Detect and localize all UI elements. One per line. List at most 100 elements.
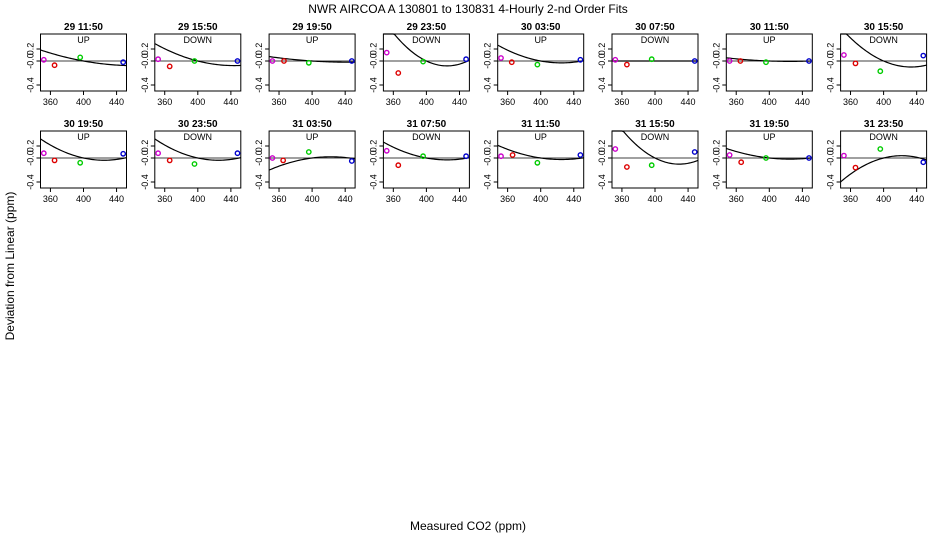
y-tick-label: -0.0 [826,53,836,69]
panel-title: 29 23:50 [407,22,447,33]
y-tick-label: 0.2 [140,43,150,56]
x-tick-label: 360 [500,194,515,204]
x-tick-label: 360 [386,194,401,204]
data-point [852,164,859,171]
y-tick-label: 0.2 [254,140,264,153]
data-point [534,61,541,68]
y-tick-label: 0.2 [483,43,493,56]
panel-title: 31 15:50 [635,119,675,130]
panel-title: 30 03:50 [521,22,561,33]
x-tick-label: 360 [272,97,287,107]
y-tick-label: -0.0 [711,150,721,166]
panel-12: 31 07:50 DOWN 360 400 440 0.2-0.0 -0.4 [368,119,470,204]
panel-direction-label: UP [763,35,776,45]
data-point [120,59,127,66]
y-tick-label: 0.2 [826,140,836,153]
x-tick-label: 440 [338,97,353,107]
data-point [577,56,584,63]
panel-1: 29 11:50 UP 360 400 440 0.2-0.0 -0.4 [26,22,127,107]
y-tick-label: -0.4 [26,77,36,93]
y-tick-label: -0.0 [26,150,36,166]
panel-title: 29 19:50 [292,22,332,33]
data-point [77,159,84,166]
panel-16: 31 23:50 DOWN 360 400 440 0.2-0.0 -0.4 [826,119,928,204]
data-point [348,58,355,64]
y-tick-label: 0.2 [140,140,150,153]
panel-direction-label: UP [306,35,319,45]
x-tick-label: 440 [681,97,696,107]
data-point [234,58,241,64]
data-point [51,62,58,69]
panel-10: 30 23:50 DOWN 360 400 440 0.2-0.0 -0.4 [140,119,242,204]
y-tick-label: -0.4 [26,174,36,190]
x-tick-label: 400 [876,194,891,204]
y-tick-label: 0.2 [26,43,36,56]
y-tick-label: -0.4 [483,174,493,190]
x-tick-label: 400 [190,97,205,107]
data-point [738,159,745,166]
y-tick-label: 0.2 [368,43,378,56]
panel-title: 31 03:50 [292,119,332,130]
y-tick-label: -0.4 [826,174,836,190]
data-point [920,159,927,166]
fit-curve [497,144,584,161]
data-point [726,152,733,158]
data-point [852,60,859,67]
x-tick-label: 440 [681,194,696,204]
panel-3: 29 19:50 UP 360 400 440 0.2-0.0 -0.4 [254,22,356,107]
y-tick-label: 0.2 [826,43,836,56]
x-tick-label: 400 [533,97,548,107]
y-tick-label: -0.0 [483,150,493,166]
panel-direction-label: DOWN [869,132,898,142]
data-point [534,159,541,166]
x-tick-label: 440 [109,194,124,204]
panel-14: 31 15:50 DOWN 360 400 440 0.2-0.0 -0.4 [597,119,699,204]
data-point [281,58,287,64]
data-point [612,146,619,152]
panel-direction-label: DOWN [412,35,441,45]
data-point [348,158,355,164]
data-point [420,153,426,160]
x-tick-label: 400 [419,194,434,204]
data-point [577,152,584,158]
x-tick-label: 400 [419,97,434,107]
x-tick-label: 360 [157,97,172,107]
panel-direction-label: UP [77,132,90,142]
data-point [612,56,619,63]
y-tick-label: -0.4 [140,77,150,93]
fit-curve [726,147,813,160]
panel-direction-label: UP [534,132,547,142]
panel-direction-label: UP [306,132,319,142]
fit-curve [497,44,584,64]
panel-title: 30 23:50 [178,119,218,130]
data-point [841,152,847,159]
x-tick-label: 400 [76,194,91,204]
y-tick-label: -0.4 [597,174,607,190]
data-point [120,150,127,157]
x-tick-label: 400 [305,194,320,204]
data-point [305,149,312,155]
y-tick-label: -0.4 [826,77,836,93]
y-tick-label: -0.4 [368,174,378,190]
data-point [40,56,47,63]
y-tick-label: -0.4 [140,174,150,190]
fit-curve [383,141,470,161]
data-point [763,155,769,161]
panel-direction-label: DOWN [641,35,670,45]
data-point [691,149,698,155]
x-tick-label: 440 [223,194,238,204]
panel-title: 31 19:50 [750,119,790,130]
panel-9: 30 19:50 UP 360 400 440 0.2-0.0 -0.4 [26,119,127,204]
y-tick-label: -0.0 [254,53,264,69]
y-tick-label: -0.0 [140,53,150,69]
y-tick-label: -0.0 [368,53,378,69]
x-tick-label: 360 [614,194,629,204]
x-tick-label: 400 [762,97,777,107]
x-tick-label: 440 [452,97,467,107]
panel-11: 31 03:50 UP 360 400 440 0.2-0.0 -0.4 [254,119,356,204]
data-point [463,153,469,160]
y-axis-label: Deviation from Linear (ppm) [3,192,17,341]
y-tick-label: -0.4 [711,77,721,93]
x-tick-label: 360 [729,194,744,204]
